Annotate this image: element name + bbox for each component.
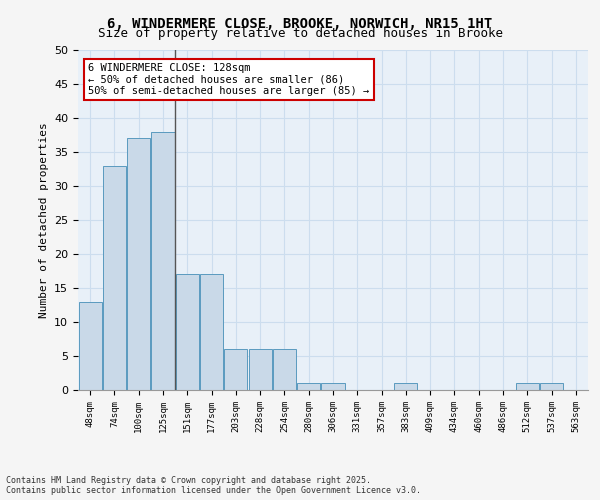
Bar <box>79 302 101 390</box>
Text: 6, WINDERMERE CLOSE, BROOKE, NORWICH, NR15 1HT: 6, WINDERMERE CLOSE, BROOKE, NORWICH, NR… <box>107 18 493 32</box>
Bar <box>176 274 199 390</box>
Bar <box>297 383 320 390</box>
Y-axis label: Number of detached properties: Number of detached properties <box>38 122 49 318</box>
Bar <box>516 383 539 390</box>
Bar <box>151 132 175 390</box>
Text: 6 WINDERMERE CLOSE: 128sqm
← 50% of detached houses are smaller (86)
50% of semi: 6 WINDERMERE CLOSE: 128sqm ← 50% of deta… <box>88 63 370 96</box>
Text: Contains HM Land Registry data © Crown copyright and database right 2025.
Contai: Contains HM Land Registry data © Crown c… <box>6 476 421 495</box>
Bar <box>394 383 418 390</box>
Text: Size of property relative to detached houses in Brooke: Size of property relative to detached ho… <box>97 28 503 40</box>
Bar <box>224 349 247 390</box>
Bar <box>273 349 296 390</box>
Bar <box>248 349 272 390</box>
Bar <box>540 383 563 390</box>
Bar <box>103 166 126 390</box>
Bar <box>200 274 223 390</box>
Bar <box>127 138 150 390</box>
Bar <box>322 383 344 390</box>
